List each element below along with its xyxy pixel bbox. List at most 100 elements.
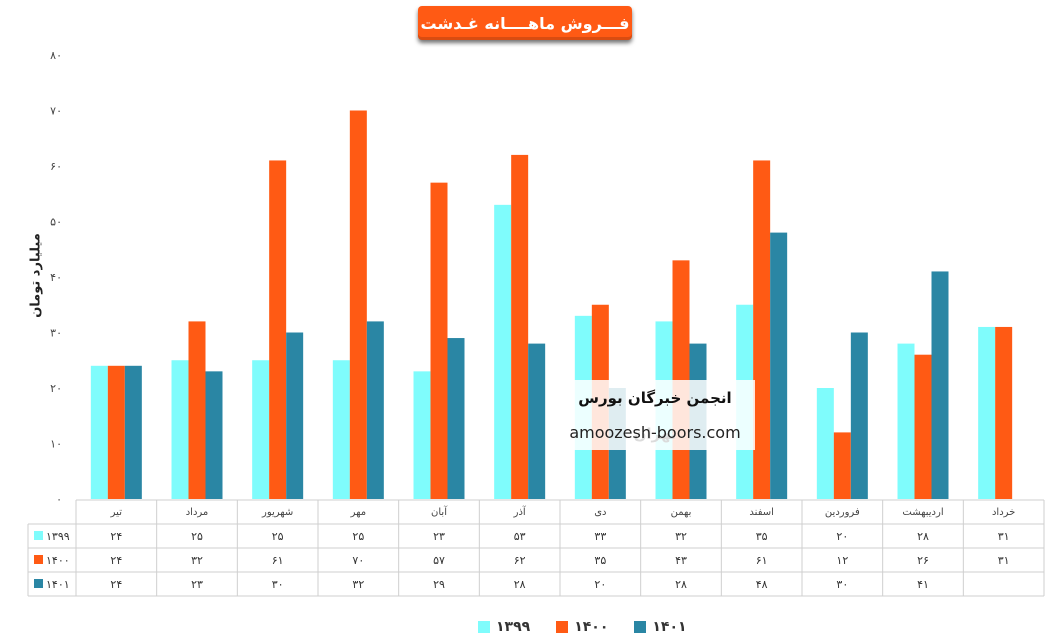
y-tick-label: ۴۰	[50, 271, 62, 284]
data-table-value: ۲۵	[352, 530, 364, 543]
legend: ۱۳۹۹ ۱۴۰۰ ۱۴۰۱	[478, 616, 687, 638]
data-table-value: ۳۰	[272, 578, 284, 591]
data-table-value: ۲۴	[110, 530, 122, 543]
data-table-value: ۳۰	[836, 578, 848, 591]
bar-۱۳۹۹	[171, 360, 189, 499]
data-table-value: ۶۲	[514, 554, 526, 567]
bar-۱۴۰۰	[107, 365, 125, 499]
legend-label-1400: ۱۴۰۰	[574, 619, 609, 635]
x-category-label: بهمن	[671, 507, 692, 518]
data-table-value: ۲۵	[272, 530, 284, 543]
data-table-value: ۲۵	[191, 530, 203, 543]
x-category-label: مهر	[350, 507, 366, 518]
x-category-label: مرداد	[186, 507, 209, 518]
watermark: انجمن خبرگان بورس تهران amoozesh-boors.c…	[555, 380, 755, 452]
legend-swatch-1399	[478, 621, 490, 633]
data-table-value: ۶۱	[272, 554, 284, 567]
bar-۱۴۰۱	[770, 232, 788, 499]
data-table-value: ۲۴	[110, 578, 122, 591]
bar-۱۳۹۹	[816, 388, 834, 499]
data-table-value: ۲۴	[110, 554, 122, 567]
legend-item-1400: ۱۴۰۰	[556, 616, 608, 638]
data-table-value: ۳۱	[998, 530, 1010, 543]
bar-۱۴۰۰	[349, 110, 367, 499]
legend-label-1399: ۱۳۹۹	[496, 619, 531, 635]
table-series-name: ۱۴۰۰	[46, 554, 70, 567]
data-table-value: ۲۰	[594, 578, 606, 591]
legend-item-1401: ۱۴۰۱	[634, 616, 687, 638]
bar-۱۳۹۹	[252, 360, 270, 499]
data-table-value: ۳۳	[594, 530, 606, 543]
bar-۱۴۰۰	[914, 354, 932, 499]
bar-۱۴۰۱	[447, 338, 465, 499]
data-table-value: ۲۶	[917, 554, 929, 567]
table-series-name: ۱۳۹۹	[46, 530, 70, 543]
data-table-value: ۲۰	[836, 530, 848, 543]
y-tick-label: ۲۰	[50, 382, 62, 395]
data-table-value: ۳۲	[191, 554, 203, 567]
data-table-value: ۳۵	[756, 530, 768, 543]
data-table-value: ۷۰	[352, 554, 364, 567]
bar-۱۴۰۱	[124, 365, 142, 499]
bar-۱۴۰۰	[269, 160, 287, 499]
y-tick-label: ۰	[56, 493, 62, 506]
table-legend-key-۱۴۰۱	[34, 579, 43, 588]
y-tick-label: ۵۰	[50, 216, 62, 229]
bar-۱۳۹۹	[494, 204, 512, 499]
data-table-value: ۲۳	[433, 530, 445, 543]
y-tick-label: ۱۰	[50, 438, 62, 451]
y-tick-label: ۷۰	[50, 105, 62, 118]
legend-swatch-1400	[556, 621, 569, 633]
x-category-label: اردیبهشت	[902, 507, 943, 518]
data-table-value: ۴۳	[675, 554, 687, 567]
y-tick-label: ۶۰	[50, 160, 62, 173]
bar-۱۴۰۰	[833, 432, 851, 499]
x-category-label: اسفند	[749, 507, 773, 518]
data-table-value: ۲۹	[433, 578, 445, 591]
data-table-value: ۲۸	[514, 578, 526, 591]
table-legend-key-۱۴۰۰	[34, 555, 43, 564]
watermark-persian-text: انجمن خبرگان بورس تهران	[555, 380, 755, 443]
bar-۱۴۰۱	[528, 343, 546, 499]
data-table-value: ۱۲	[836, 554, 848, 567]
x-category-label: شهریور	[261, 507, 293, 518]
bar-۱۴۰۱	[286, 332, 304, 499]
data-table-value: ۴۸	[756, 578, 768, 591]
data-table-value: ۶۱	[756, 554, 768, 567]
bar-۱۴۰۱	[366, 321, 384, 499]
bar-۱۴۰۰	[511, 154, 529, 499]
bar-۱۴۰۰	[753, 160, 771, 499]
data-table-value: ۲۳	[191, 578, 203, 591]
watermark-url-text: amoozesh-boors.com	[555, 416, 755, 450]
data-table-value: ۳۱	[998, 554, 1010, 567]
data-table-value: ۳۲	[352, 578, 364, 591]
legend-label-1401: ۱۴۰۱	[652, 619, 687, 635]
data-table-value: ۴۱	[917, 578, 929, 591]
x-category-label: فروردین	[825, 507, 860, 518]
bar-۱۴۰۱	[850, 332, 868, 499]
x-category-label: آبان	[431, 505, 448, 518]
data-table-value: ۳۵	[594, 554, 606, 567]
x-category-label: خرداد	[992, 507, 1015, 518]
legend-swatch-1401	[634, 621, 647, 633]
bar-۱۴۰۱	[205, 371, 223, 499]
legend-item-1399: ۱۳۹۹	[478, 616, 530, 638]
data-table-value: ۲۸	[917, 530, 929, 543]
data-table-value: ۵۷	[433, 554, 445, 567]
y-tick-label: ۳۰	[50, 327, 62, 340]
table-legend-key-۱۳۹۹	[34, 531, 43, 540]
bar-۱۳۹۹	[897, 343, 915, 499]
bar-۱۳۹۹	[90, 365, 108, 499]
bar-۱۴۰۱	[931, 271, 949, 499]
data-table-value: ۲۸	[675, 578, 687, 591]
y-axis-label: میلیارد تومان	[28, 233, 44, 318]
bar-۱۳۹۹	[413, 371, 431, 499]
x-category-label: تیر	[110, 507, 123, 518]
bar-۱۴۰۰	[188, 321, 206, 499]
bar-۱۳۹۹	[978, 326, 996, 499]
y-tick-label: ۸۰	[50, 49, 62, 62]
chart-title: فـــروش ماهــــانه غـدشت	[418, 6, 632, 40]
data-table-value: ۳۲	[675, 530, 687, 543]
bar-۱۳۹۹	[332, 360, 350, 499]
bar-۱۴۰۰	[430, 182, 448, 499]
